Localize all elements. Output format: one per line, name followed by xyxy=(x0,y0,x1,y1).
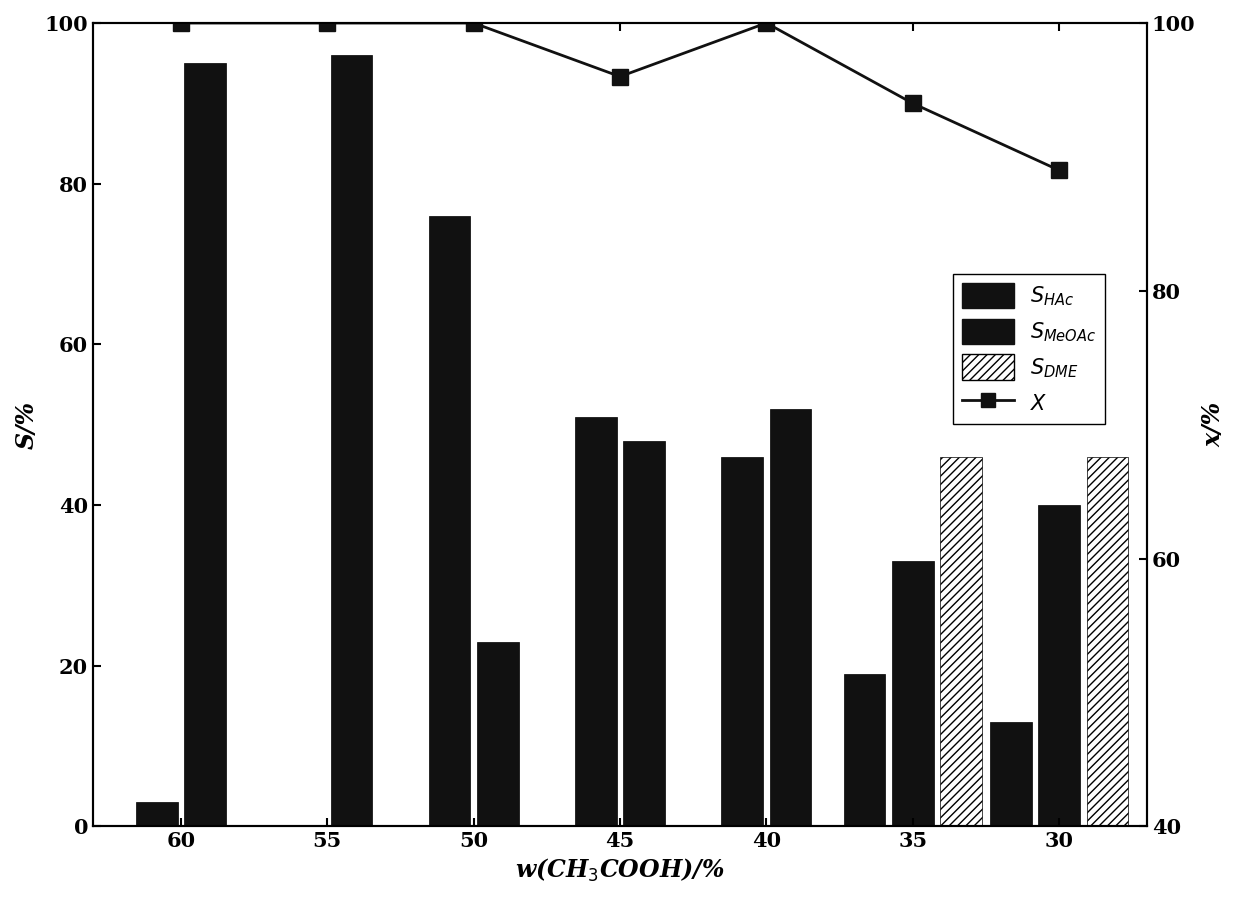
Y-axis label: x/%: x/% xyxy=(1202,402,1225,448)
Bar xyxy=(892,561,934,826)
Bar xyxy=(624,441,665,826)
Bar xyxy=(331,55,372,826)
Bar xyxy=(429,216,470,826)
Bar xyxy=(990,722,1032,826)
Bar xyxy=(185,63,226,826)
Bar xyxy=(575,416,616,826)
Bar xyxy=(843,673,885,826)
Bar xyxy=(1038,505,1080,826)
Bar xyxy=(940,457,982,826)
Bar xyxy=(136,802,177,826)
Bar xyxy=(477,642,518,826)
Y-axis label: S/%: S/% xyxy=(15,401,38,449)
Legend: $S_{HAc}$, $S_{MeOAc}$, $S_{DME}$, $X$: $S_{HAc}$, $S_{MeOAc}$, $S_{DME}$, $X$ xyxy=(954,274,1105,424)
Bar xyxy=(770,409,811,826)
Bar xyxy=(722,457,763,826)
Bar xyxy=(1086,457,1128,826)
X-axis label: w(CH$_3$COOH)/%: w(CH$_3$COOH)/% xyxy=(515,857,725,884)
